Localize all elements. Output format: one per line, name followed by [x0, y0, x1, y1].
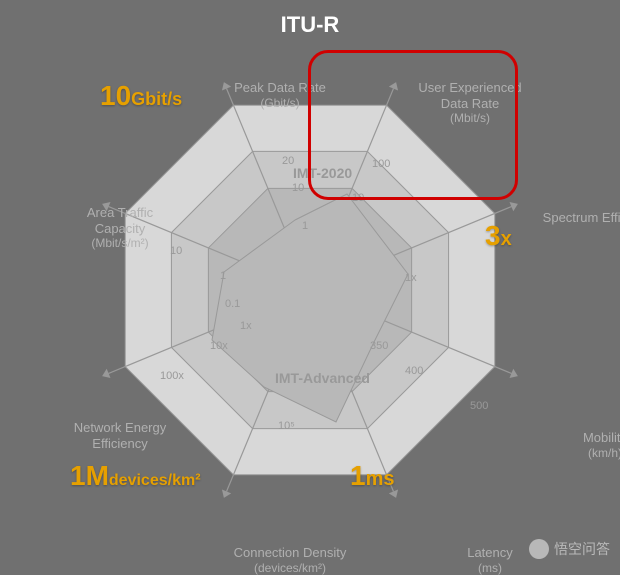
axis-label-2: Spectrum Efficiency — [540, 210, 620, 226]
tick-label-2: 1 — [302, 220, 308, 232]
tick-label-5: 1x — [405, 272, 417, 284]
highlight-0: 10Gbit/s — [100, 80, 182, 112]
highlight-main: 1M — [70, 460, 109, 491]
chart-title: ITU-R — [281, 12, 340, 38]
axis-label-6: Network Energy Efficiency — [60, 420, 180, 451]
axis-label-text: Network Energy Efficiency — [60, 420, 180, 451]
axis-label-3: Mobility(km/h) — [545, 430, 620, 460]
tick-label-7: 400 — [405, 365, 423, 377]
highlight-main: 1 — [350, 460, 366, 491]
tick-label-10: 10x — [210, 340, 228, 352]
highlight-2: 1ms — [350, 460, 394, 492]
tick-label-12: 100x — [160, 370, 184, 382]
highlight-box — [308, 50, 518, 200]
highlight-sub: Gbit/s — [131, 89, 182, 109]
axis-label-text: Spectrum Efficiency — [540, 210, 620, 226]
highlight-1: 3x — [485, 220, 512, 252]
highlight-sub: devices/km² — [109, 472, 201, 489]
tick-label-1: 10 — [292, 182, 304, 194]
tick-label-9: 10⁵ — [278, 420, 295, 432]
highlight-main: 10 — [100, 80, 131, 111]
axis-label-sub: (Mbit/s/m²) — [60, 236, 180, 250]
inner-label-1: IMT-Advanced — [275, 370, 370, 386]
axis-label-sub: (ms) — [430, 561, 550, 575]
watermark-icon — [529, 539, 549, 559]
tick-label-13: 10 — [170, 245, 182, 257]
axis-label-sub: (devices/km²) — [230, 561, 350, 575]
axis-label-text: Connection Density — [230, 545, 350, 561]
tick-label-6: 350 — [370, 340, 388, 352]
axis-label-text: Mobility — [545, 430, 620, 446]
tick-label-8: 500 — [470, 400, 488, 412]
highlight-main: 3 — [485, 220, 501, 251]
watermark-text: 悟空问答 — [554, 539, 610, 559]
tick-label-14: 1 — [220, 270, 226, 282]
axis-label-5: Connection Density(devices/km²) — [230, 545, 350, 575]
axis-label-text: Area Traffic Capacity — [60, 205, 180, 236]
highlight-sub: ms — [366, 468, 395, 490]
tick-label-15: 0.1 — [225, 298, 240, 310]
watermark: 悟空问答 — [529, 539, 610, 559]
axis-label-7: Area Traffic Capacity(Mbit/s/m²) — [60, 205, 180, 251]
tick-label-11: 1x — [240, 320, 252, 332]
highlight-3: 1Mdevices/km² — [70, 460, 201, 492]
axis-label-sub: (km/h) — [545, 446, 620, 460]
highlight-sub: x — [501, 228, 512, 250]
